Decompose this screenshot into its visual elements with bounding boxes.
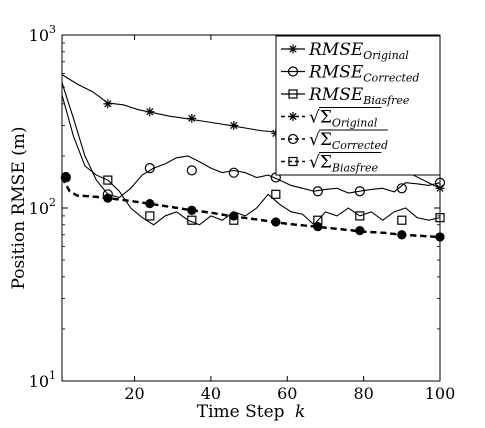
series-line: [61, 177, 441, 239]
series-point: [186, 165, 197, 176]
legend-marker: [288, 112, 298, 121]
legend-sqrt-sign: √: [309, 153, 320, 173]
series-point: [312, 186, 323, 197]
series-point: [435, 213, 445, 223]
legend-entry: √ΣOriginal: [309, 108, 378, 130]
series-4: [61, 172, 445, 242]
x-tick-label: 100: [425, 384, 456, 403]
series-point: [103, 193, 113, 203]
x-axis-label-var: k: [295, 402, 305, 422]
legend-marker: [288, 89, 298, 99]
series-point: [355, 211, 365, 221]
series-point: [103, 175, 113, 185]
legend-base: RMSE: [308, 40, 364, 60]
series-point: [435, 232, 445, 242]
series-5: [61, 172, 445, 242]
y-tick-exp: 1: [49, 369, 56, 382]
y-tick-label: 102: [29, 196, 56, 218]
y-axis-label: Position RMSE (m): [9, 126, 29, 289]
series-point: [355, 226, 365, 236]
series-point: [61, 172, 71, 182]
series-point: [271, 217, 281, 227]
x-tick-label: 20: [124, 384, 144, 403]
legend-base: Σ: [320, 108, 332, 128]
series-line: [61, 177, 441, 239]
series-point: [229, 211, 239, 221]
series-point: [434, 177, 446, 188]
x-tick-label: 40: [201, 384, 221, 403]
series-point: [397, 215, 407, 225]
y-tick-base: 10: [29, 372, 49, 391]
y-tick-base: 10: [29, 199, 49, 218]
series-point: [396, 183, 407, 194]
legend-base: Σ: [320, 130, 332, 150]
legend-sqrt-sign: √: [309, 130, 320, 150]
x-axis-label-text: Time Step: [197, 402, 285, 422]
legend-entry: √ΣBiasfree: [309, 153, 379, 175]
series-point: [187, 205, 197, 215]
legend-sub: Corrected: [363, 72, 419, 85]
y-tick-exp: 3: [49, 23, 56, 36]
legend-marker: [288, 44, 298, 54]
series-line: [61, 82, 441, 199]
series-point: [145, 107, 155, 117]
legend-marker: [288, 156, 298, 167]
legend: RMSEOriginalRMSECorrectedRMSEBiasfree√ΣO…: [275, 35, 441, 176]
legend-sub: Biasfree: [362, 94, 410, 107]
series-point: [144, 163, 155, 174]
series-point: [397, 230, 407, 240]
legend-base: RMSE: [308, 85, 364, 105]
y-tick-exp: 2: [49, 196, 56, 209]
x-axis-label: Time Step k: [197, 402, 306, 422]
series-point: [187, 215, 197, 225]
legend-marker: [287, 133, 299, 145]
series-point: [435, 183, 445, 193]
legend-sub: Corrected: [332, 139, 388, 152]
legend-entry: RMSECorrected: [308, 63, 419, 85]
legend-entry: √ΣCorrected: [309, 130, 388, 152]
legend-entry: RMSEOriginal: [308, 40, 409, 62]
y-tick-label: 103: [29, 23, 56, 45]
legend-base: RMSE: [308, 63, 364, 83]
legend-base: Σ: [320, 153, 332, 173]
legend-marker: [287, 66, 299, 77]
legend-sub: Original: [332, 117, 378, 130]
series-point: [354, 186, 365, 197]
series-point: [271, 189, 281, 199]
series-point: [187, 113, 197, 123]
legend-sqrt-sign: √: [309, 108, 320, 128]
x-tick-label: 80: [353, 384, 373, 403]
series-layer: [60, 74, 446, 242]
series-point: [103, 99, 113, 109]
legend-entry: RMSEBiasfree: [308, 85, 410, 107]
series-point: [145, 211, 155, 221]
legend-box: [275, 35, 441, 176]
series-3: [61, 172, 445, 242]
series-point: [228, 167, 239, 178]
series-point: [145, 199, 155, 209]
y-tick-base: 10: [29, 26, 49, 45]
x-tick-label: 60: [277, 384, 297, 403]
series-point: [229, 120, 239, 130]
series-1: [60, 82, 446, 200]
legend-sub: Biasfree: [331, 162, 379, 175]
series-line: [61, 177, 441, 239]
series-point: [313, 222, 323, 232]
legend-sub: Original: [363, 49, 409, 62]
y-tick-label: 101: [29, 369, 56, 391]
